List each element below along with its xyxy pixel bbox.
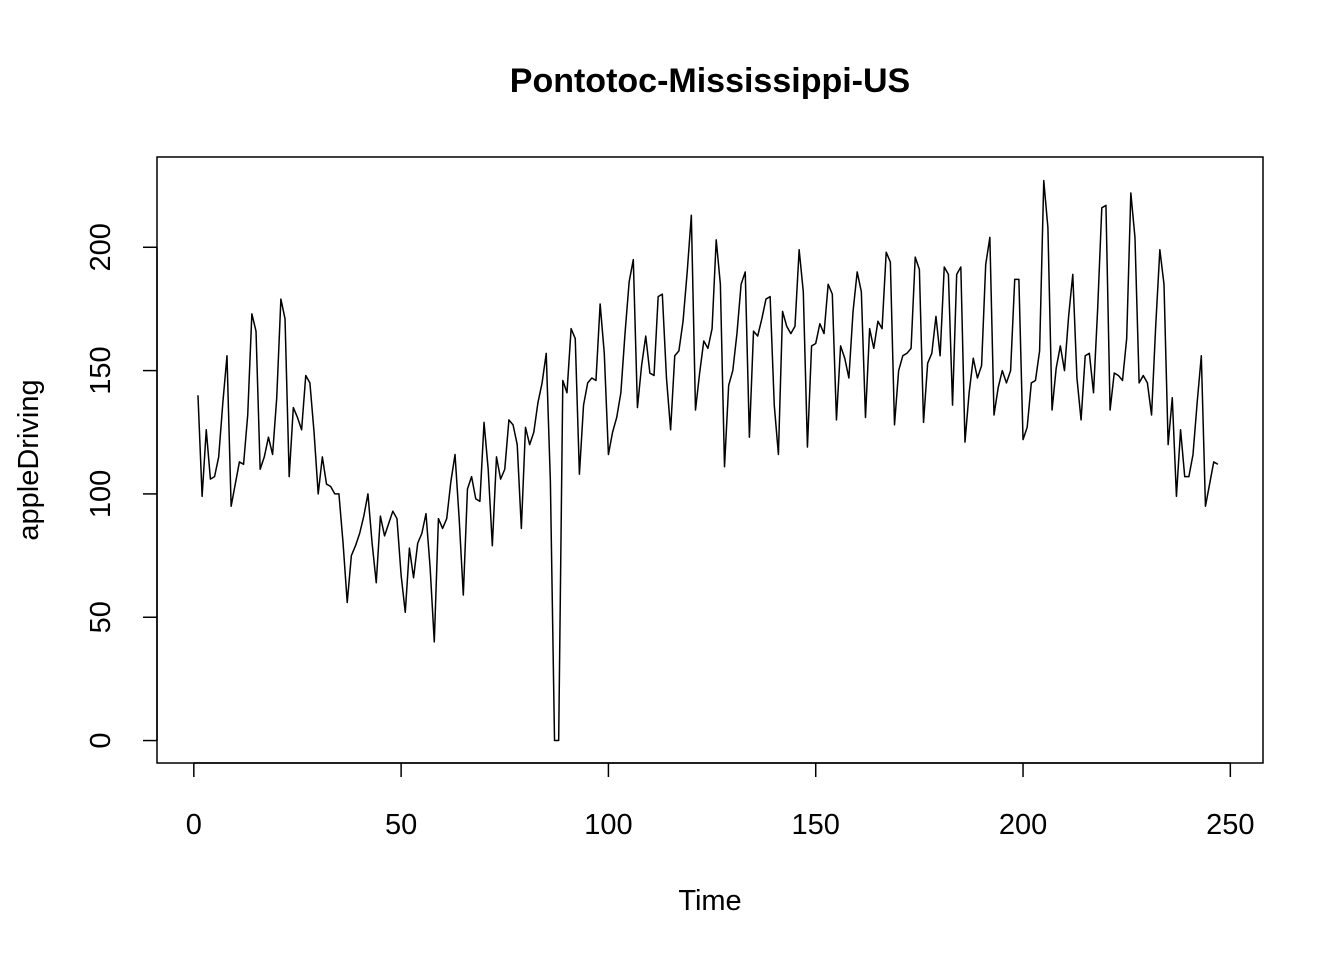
y-axis-label: appleDriving (13, 379, 45, 540)
y-tick-label: 100 (85, 470, 117, 518)
y-tick-label: 0 (85, 732, 117, 748)
x-tick-label: 250 (1206, 809, 1254, 841)
y-tick-label: 50 (85, 601, 117, 633)
x-tick-label: 50 (385, 809, 417, 841)
data-line (197, 179, 1219, 742)
x-tick-label: 200 (999, 809, 1047, 841)
y-tick-label: 200 (85, 223, 117, 271)
chart-title: Pontotoc-Mississippi-US (510, 62, 910, 100)
y-tick-label: 150 (85, 346, 117, 394)
x-tick-label: 100 (584, 809, 632, 841)
x-axis-label: Time (678, 885, 741, 917)
x-tick-label: 0 (186, 809, 202, 841)
x-tick-label: 150 (792, 809, 840, 841)
